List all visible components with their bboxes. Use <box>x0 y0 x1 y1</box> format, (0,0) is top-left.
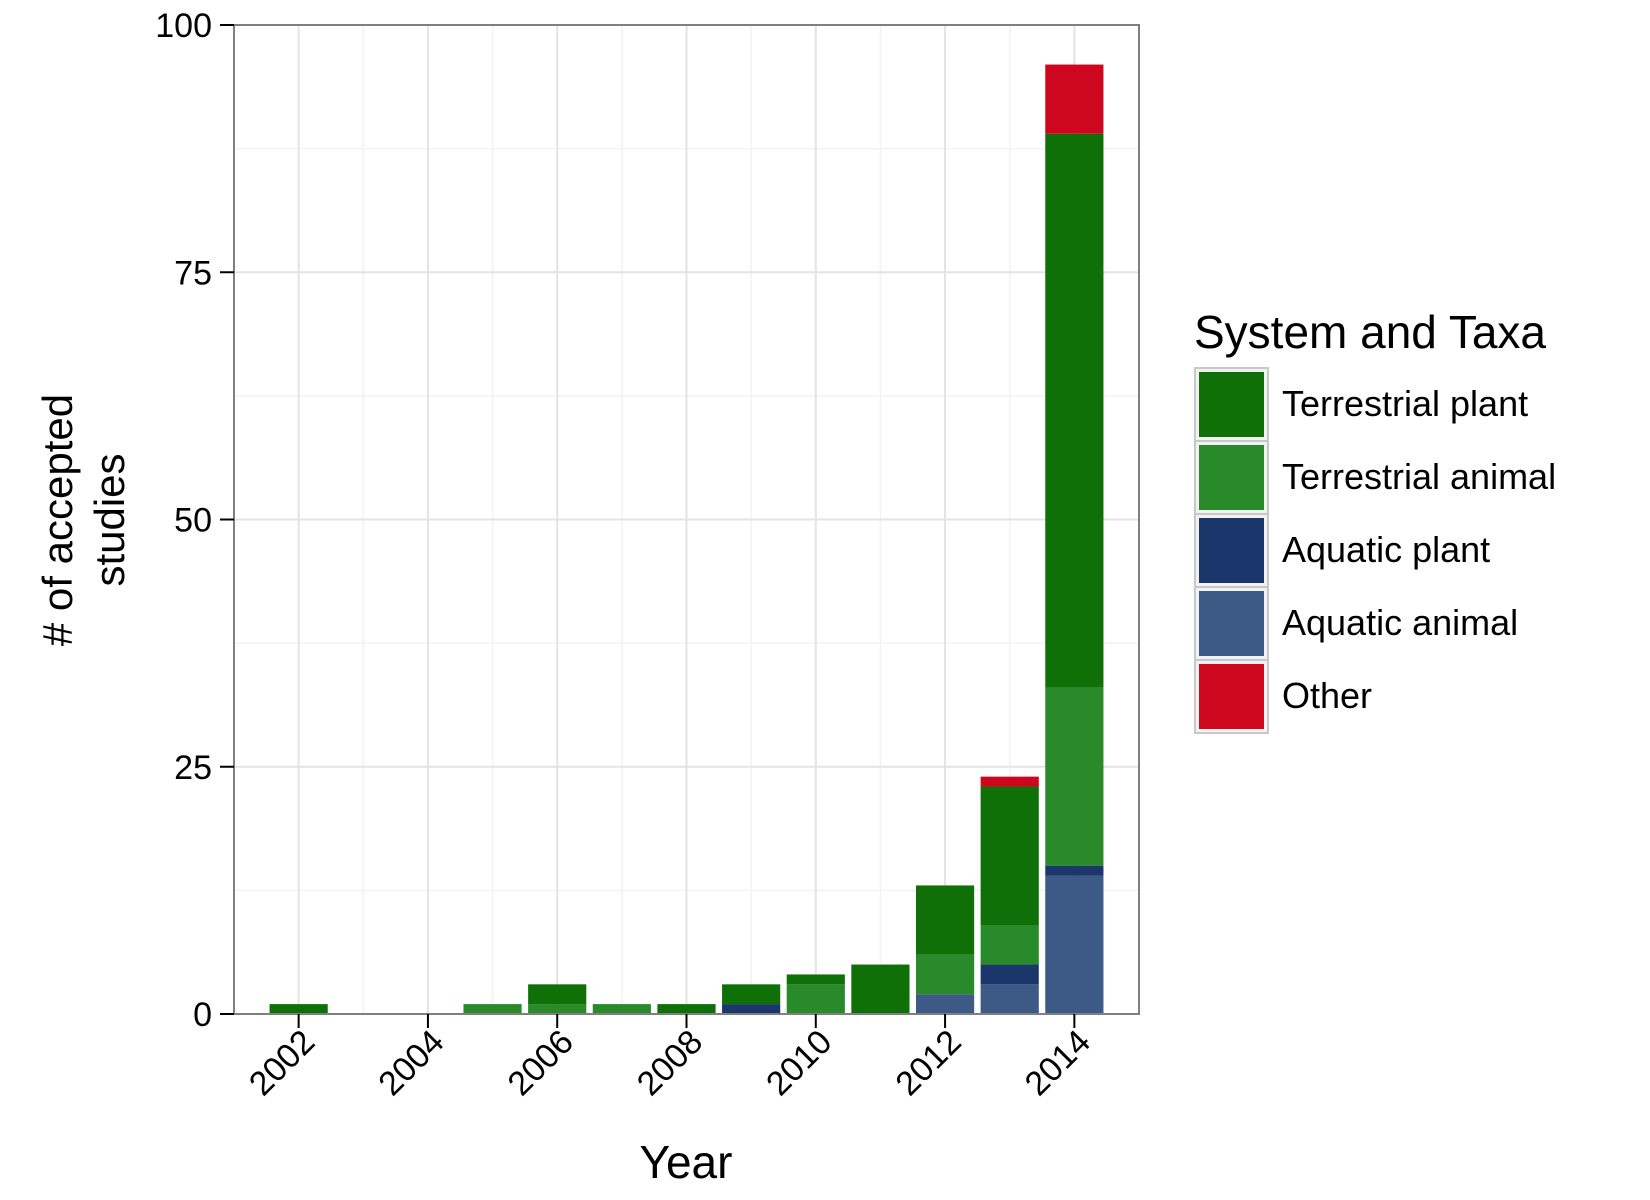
legend-swatch-terrestrial-plant <box>1199 372 1264 437</box>
x-axis-title: Year <box>640 1136 733 1188</box>
bar-2010-terrestrial-animal <box>786 984 845 1014</box>
legend-label: Other <box>1282 675 1372 716</box>
legend-items: Terrestrial plant Terrestrial animal Aquat… <box>1194 367 1556 734</box>
legend-title: System and Taxa <box>1194 306 1546 358</box>
bar-2006-terrestrial-animal <box>528 1004 587 1014</box>
bar-2012-terrestrial-plant <box>915 885 975 955</box>
legend-swatch-terrestrial-animal <box>1199 445 1264 510</box>
x-tick-label: 2008 <box>630 1023 710 1103</box>
y-tick-label: 100 <box>155 7 212 45</box>
bar-2014-terrestrial-animal <box>1045 687 1104 866</box>
y-axis-title-line-2: studies <box>86 453 133 586</box>
bar-2009-aquatic-plant <box>722 1004 781 1014</box>
bar-2005-terrestrial-animal <box>463 1004 522 1014</box>
bar-2010-terrestrial-plant <box>786 974 845 985</box>
legend-label: Aquatic plant <box>1282 529 1490 570</box>
x-tick-label: 2002 <box>242 1023 322 1103</box>
x-tick-label: 2010 <box>759 1023 839 1103</box>
y-axis-title: # of accepted studies <box>34 394 133 646</box>
legend-label: Aquatic animal <box>1282 602 1518 643</box>
bar-2008-terrestrial-plant <box>657 1004 716 1014</box>
legend-swatch-other <box>1199 664 1264 729</box>
bar-2014-terrestrial-plant <box>1045 133 1104 688</box>
y-axis-title-line-1: # of accepted <box>34 394 81 646</box>
bar-2006-terrestrial-plant <box>528 984 587 1005</box>
y-tick-label: 50 <box>174 502 212 540</box>
legend: System and Taxa Terrestrial plantTerrest… <box>1194 306 1556 734</box>
bar-2013-aquatic-plant <box>980 964 1039 985</box>
bar-2009-terrestrial-plant <box>722 984 781 1005</box>
bar-2012-aquatic-animal <box>915 994 975 1014</box>
bar-2014-aquatic-plant <box>1045 865 1104 876</box>
legend-label: Terrestrial plant <box>1282 383 1528 424</box>
bar-2014-aquatic-animal <box>1045 875 1104 1014</box>
bar-2013-aquatic-animal <box>980 984 1039 1014</box>
legend-swatch-aquatic-plant <box>1199 518 1264 583</box>
y-tick-label: 0 <box>193 996 212 1034</box>
bar-2013-other <box>980 776 1039 787</box>
bar-2014-other <box>1045 64 1104 134</box>
bars-layer <box>269 64 1104 1014</box>
x-tick-label: 2004 <box>371 1023 451 1103</box>
bar-2013-terrestrial-plant <box>980 786 1039 925</box>
x-tick-label: 2006 <box>501 1023 581 1103</box>
x-tick-label: 2014 <box>1018 1023 1098 1103</box>
x-tick-label: 2012 <box>888 1023 968 1103</box>
x-axis: 2002 2004 2006 2008 2010 2012 2014 <box>242 1014 1098 1103</box>
legend-label: Terrestrial animal <box>1282 456 1556 497</box>
bar-2011-terrestrial-plant <box>851 964 910 1014</box>
bar-2007-terrestrial-animal <box>592 1004 651 1014</box>
y-tick-label: 75 <box>174 254 212 292</box>
y-tick-label: 25 <box>174 749 212 787</box>
y-axis: 0 25 50 75 100 <box>155 7 234 1034</box>
legend-swatch-aquatic-animal <box>1199 591 1264 656</box>
bar-2013-terrestrial-animal <box>980 924 1039 965</box>
bar-2012-terrestrial-animal <box>915 954 975 995</box>
bar-2002-terrestrial-plant <box>269 1004 328 1014</box>
